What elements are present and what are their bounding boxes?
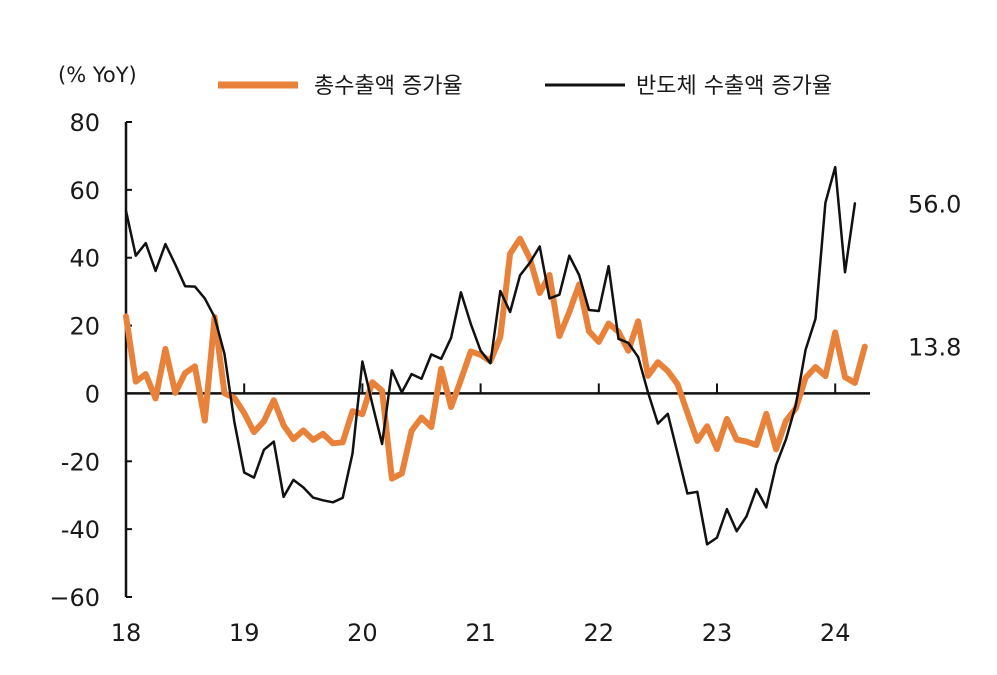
series-line-semiconductor-exports [124,165,857,546]
legend-label-semiconductor-exports: 반도체 수출액 증가율 [636,74,832,99]
y-tick-label: −60 [49,584,100,612]
y-tick-label: -20 [61,448,100,476]
y-tick-label: 60 [69,177,100,205]
y-axis-ticks: 80 60 40 20 0 -20 -40 −60 [49,109,132,612]
x-tick-label: 23 [702,619,733,647]
y-tick-label: -40 [61,516,100,544]
legend-label-total-exports: 총수출액 증가율 [314,74,463,99]
x-tick-label: 20 [347,619,378,647]
x-tick-label: 21 [465,619,496,647]
y-tick-label: 20 [69,313,100,341]
axes [124,122,870,597]
series-layer [123,165,868,546]
y-tick-label: 40 [69,245,100,273]
y-tick-label: 0 [85,380,100,408]
x-tick-label: 19 [229,619,260,647]
end-labels: 13.8 56.0 [908,190,961,361]
x-tick-label: 18 [111,619,142,647]
y-axis-unit-label: (% YoY) [58,63,137,87]
x-axis-ticks: 18 19 20 21 22 23 24 [111,383,851,647]
end-label-semiconductor-exports: 56.0 [908,190,961,218]
end-label-total-exports: 13.8 [908,334,961,362]
x-tick-label: 24 [820,619,851,647]
y-tick-label: 80 [69,109,100,137]
x-tick-label: 22 [584,619,615,647]
series-line-total-exports [123,235,868,482]
legend: 총수출액 증가율 반도체 수출액 증가율 [218,74,832,99]
